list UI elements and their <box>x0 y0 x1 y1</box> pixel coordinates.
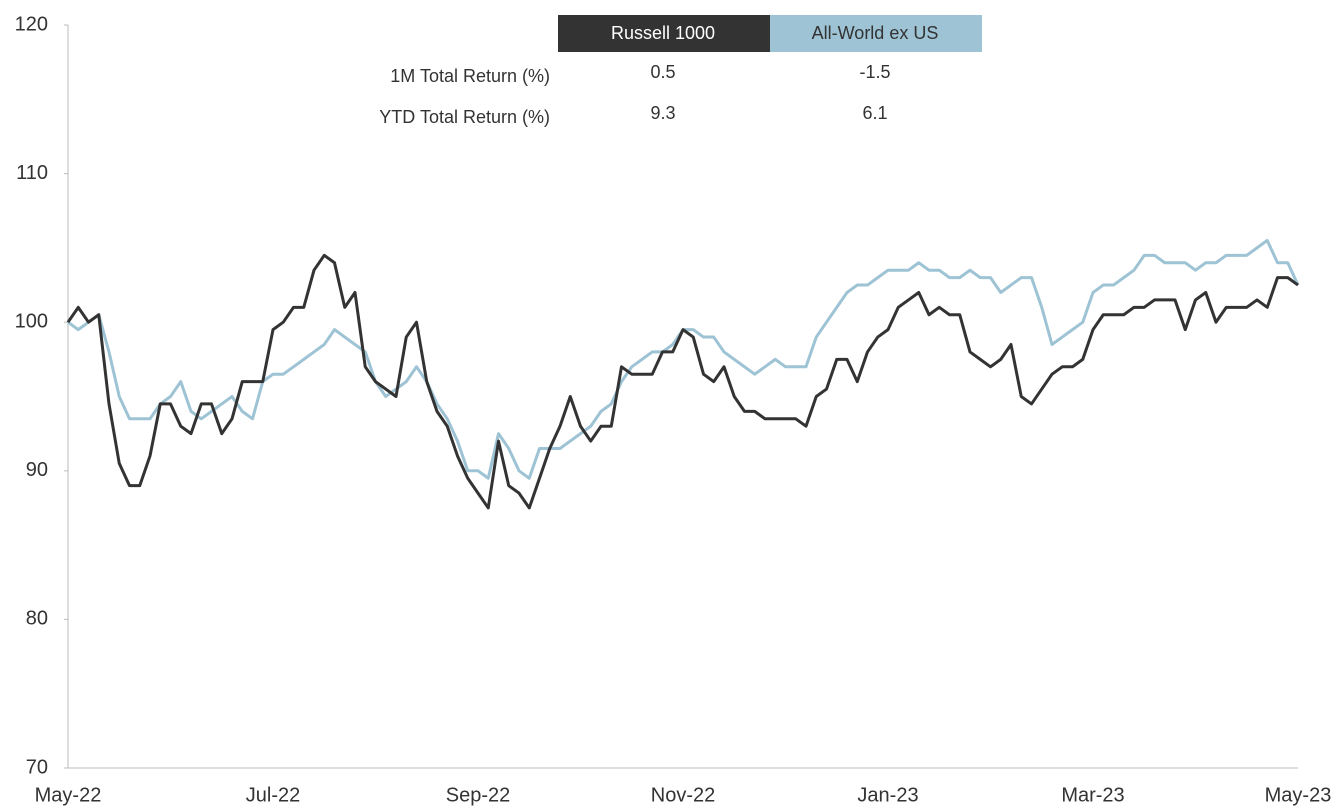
x-tick-label: Jul-22 <box>246 784 300 806</box>
table-value: -1.5 <box>859 62 890 82</box>
table-header-cell <box>770 15 982 52</box>
table-value: 6.1 <box>862 103 887 123</box>
row-label: 1M Total Return (%) <box>390 66 550 86</box>
x-tick-label: Sep-22 <box>446 784 511 806</box>
row-label: YTD Total Return (%) <box>379 107 550 127</box>
table-header-cell <box>558 15 770 52</box>
x-tick-label: Nov-22 <box>651 784 715 806</box>
x-tick-label: Jan-23 <box>857 784 918 806</box>
legend-label: Russell 1000 <box>611 23 715 43</box>
y-tick-label: 110 <box>16 162 48 184</box>
y-tick-label: 80 <box>26 608 48 630</box>
y-tick-label: 100 <box>15 310 48 332</box>
x-tick-label: Mar-23 <box>1061 784 1124 806</box>
x-tick-label: May-22 <box>35 784 102 806</box>
series-line <box>67 238 1300 480</box>
legend-label: All-World ex US <box>812 23 939 43</box>
table-value: 0.5 <box>650 62 675 82</box>
y-tick-label: 120 <box>15 13 48 35</box>
series-line <box>66 253 1299 510</box>
table-value: 9.3 <box>650 103 675 123</box>
y-tick-label: 90 <box>26 459 48 481</box>
x-tick-label: May-23 <box>1265 784 1332 806</box>
y-tick-label: 70 <box>26 756 48 778</box>
